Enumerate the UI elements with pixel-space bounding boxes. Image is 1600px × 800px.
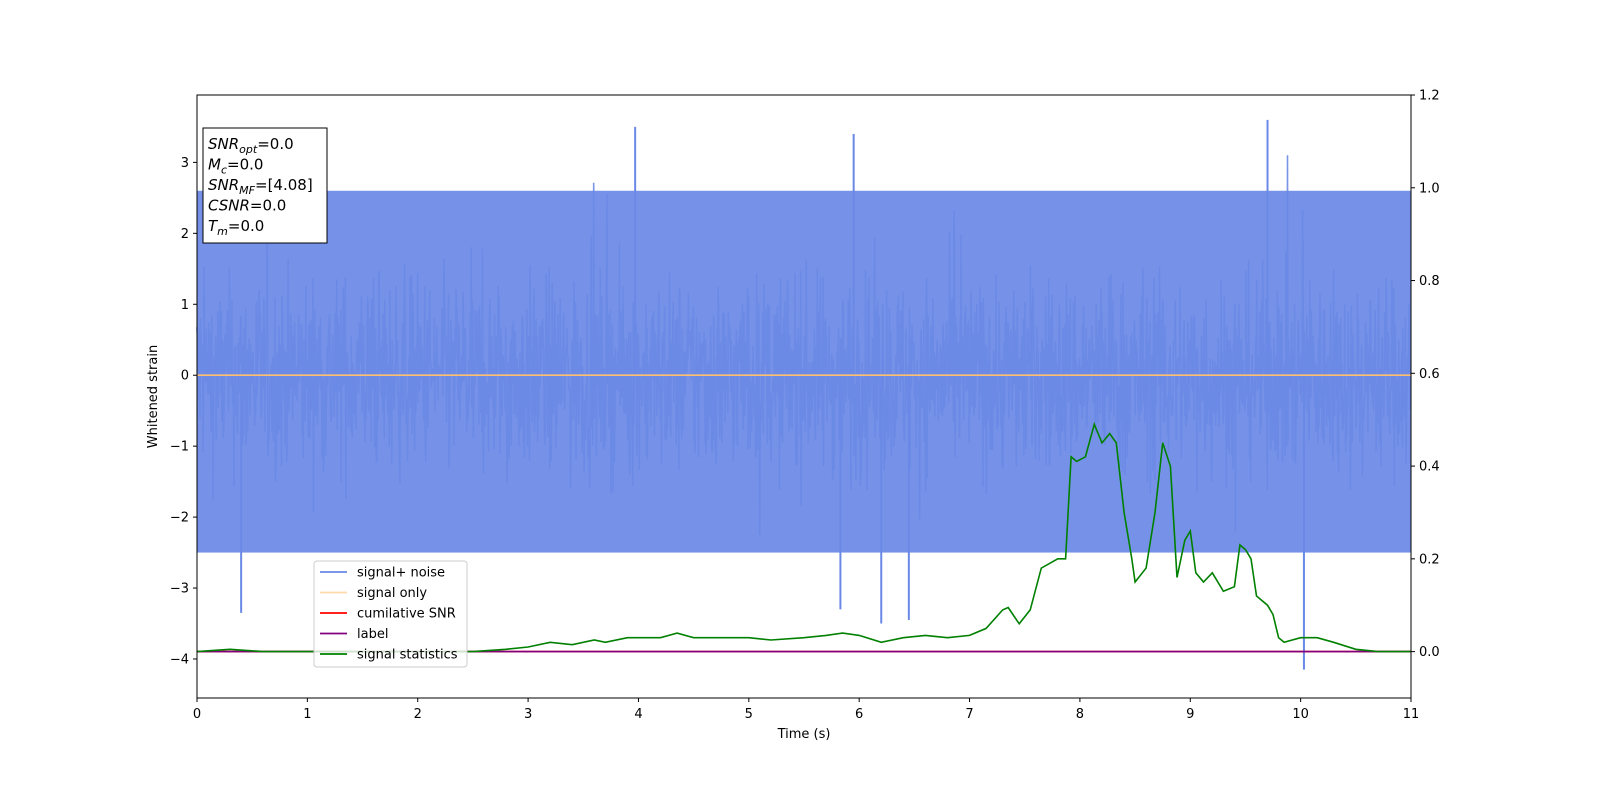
- x-tick-label: 11: [1403, 707, 1420, 722]
- info-line: Mc=0.0: [208, 156, 263, 177]
- y2-tick-label: 0.2: [1419, 552, 1440, 567]
- plot-area: [196, 119, 1412, 670]
- x-tick-label: 0: [193, 707, 201, 722]
- info-line: SNRMF=[4.08]: [208, 176, 313, 197]
- x-axis-label: Time (s): [777, 727, 831, 742]
- y2-tick-label: 0.8: [1419, 274, 1440, 289]
- y-tick-label: 3: [181, 156, 189, 171]
- info-box-frame: [202, 127, 328, 244]
- series-line-4: [196, 421, 1411, 653]
- x-tick-label: 5: [745, 707, 753, 722]
- y-tick-label: 0: [181, 369, 189, 384]
- legend-label: cumilative SNR: [357, 607, 456, 622]
- axes-frame: [196, 94, 1412, 699]
- x-axis-ticks: 0 1 2 3 4 5 6 7 8 9 10 11: [193, 698, 1419, 722]
- y-axis-ticks: −4 −3 −2 −1 0 1 2 3: [170, 156, 197, 667]
- legend-label: signal only: [357, 586, 427, 601]
- legend: signal+ noise signal only cumilative SNR la…: [313, 560, 468, 668]
- x-tick-label: 6: [855, 707, 863, 722]
- x-tick-label: 2: [414, 707, 422, 722]
- info-line: Tm=0.0: [208, 217, 264, 238]
- y2-tick-label: 0.0: [1419, 645, 1440, 660]
- x-tick-label: 4: [634, 707, 642, 722]
- y-axis-label: Whitened strain: [146, 345, 161, 448]
- y-tick-label: −3: [170, 582, 189, 597]
- info-line: CSNR=0.0: [208, 197, 286, 215]
- x-tick-label: 10: [1292, 707, 1309, 722]
- x-tick-label: 8: [1076, 707, 1084, 722]
- y2-tick-label: 0.4: [1419, 460, 1440, 475]
- x-tick-label: 9: [1186, 707, 1194, 722]
- y2-tick-label: 1.2: [1419, 89, 1440, 104]
- y-tick-label: −1: [170, 440, 189, 455]
- y2-tick-label: 0.6: [1419, 367, 1440, 382]
- y-tick-label: 2: [181, 227, 189, 242]
- legend-label: signal statistics: [357, 648, 458, 663]
- info-line: SNRopt=0.0: [208, 135, 294, 156]
- y-tick-label: 1: [181, 298, 189, 313]
- signal-noise-line: [196, 155, 1412, 536]
- legend-label: label: [357, 627, 388, 642]
- x-tick-label: 7: [965, 707, 973, 722]
- y2-tick-label: 1.0: [1419, 181, 1440, 196]
- x-tick-label: 1: [303, 707, 311, 722]
- legend-label: signal+ noise: [357, 566, 445, 581]
- y-tick-label: −2: [170, 511, 189, 526]
- signal-noise-series: [196, 119, 1412, 670]
- x-tick-label: 3: [524, 707, 532, 722]
- y2-axis-ticks: 0.0 0.2 0.4 0.6 0.8 1.0 1.2: [1411, 89, 1440, 660]
- y-tick-label: −4: [170, 652, 189, 667]
- legend-frame: [313, 560, 468, 668]
